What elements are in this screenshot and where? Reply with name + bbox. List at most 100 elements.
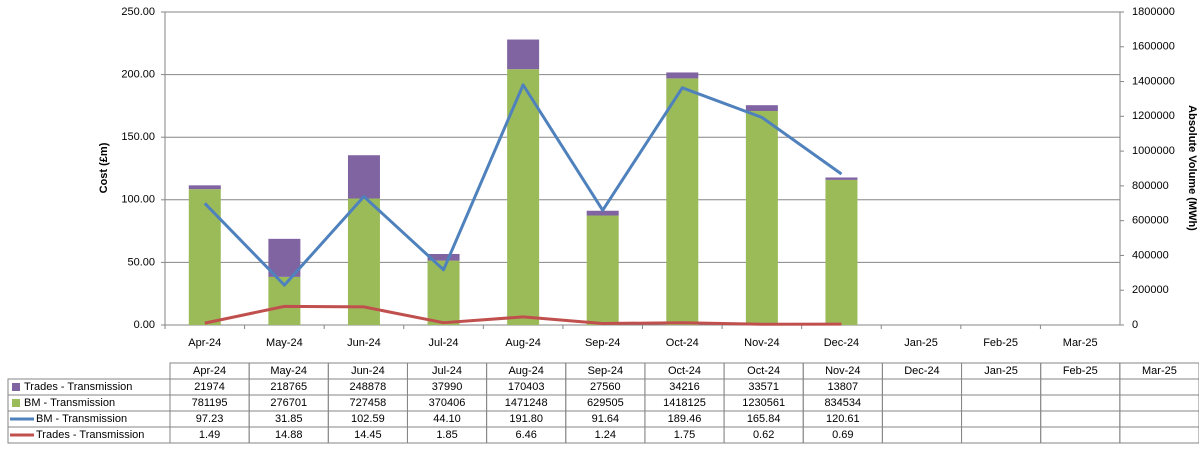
table-cell (1040, 378, 1121, 396)
table-cell (1040, 394, 1121, 412)
table-value: 218765 (270, 381, 307, 393)
table-cell (1119, 426, 1199, 444)
bar (825, 179, 858, 325)
bar (188, 189, 221, 325)
table-header: Nov-24 (825, 365, 860, 377)
y2-tick-label: 600000 (1132, 215, 1169, 227)
table-header: Feb-25 (1063, 365, 1098, 377)
table-value: 1.85 (436, 429, 457, 441)
table-cell (1119, 410, 1199, 428)
table-value: 1418125 (663, 397, 706, 409)
table-value: 834534 (824, 397, 861, 409)
y-tick-label: 0.00 (134, 319, 155, 331)
table-header: May-24 (270, 365, 307, 377)
table-cell (881, 410, 963, 428)
table-value: 170403 (508, 381, 545, 393)
x-tick-label: Apr-24 (188, 337, 221, 349)
legend-key (12, 399, 20, 407)
bar (745, 105, 778, 112)
bar (427, 253, 460, 261)
x-tick-label: Dec-24 (824, 337, 859, 349)
bar (188, 185, 221, 190)
table-cell (881, 394, 963, 412)
table-value: 1230561 (742, 397, 785, 409)
table-header: Mar-25 (1142, 365, 1177, 377)
table-value: 1471248 (505, 397, 548, 409)
x-tick-label: Feb-25 (983, 337, 1018, 349)
x-tick-label: Jun-24 (347, 337, 381, 349)
legend-label: Trades - Transmission (36, 429, 144, 441)
x-tick-label: Aug-24 (505, 337, 540, 349)
y-tick-label: 250.00 (121, 6, 155, 18)
table-cell (961, 410, 1042, 428)
table-value: 276701 (270, 397, 307, 409)
bar (666, 72, 699, 79)
table-header: Sep-24 (588, 365, 623, 377)
table-value: 165.84 (747, 413, 781, 425)
y-tick-label: 100.00 (121, 194, 155, 206)
table-value: 34216 (669, 381, 700, 393)
table-value: 189.46 (668, 413, 702, 425)
table-cell (1119, 378, 1199, 396)
table-header: Apr-24 (193, 365, 226, 377)
line (203, 83, 843, 287)
legend-label: BM - Transmission (24, 397, 115, 409)
x-tick-label: May-24 (266, 337, 303, 349)
y2-tick-label: 1000000 (1132, 145, 1175, 157)
table-value: 14.45 (354, 429, 382, 441)
table-cell (1040, 426, 1121, 444)
y2-tick-label: 0 (1132, 319, 1138, 331)
y2-tick-label: 800000 (1132, 180, 1169, 192)
table-value: 97.23 (196, 413, 224, 425)
x-tick-label: Mar-25 (1063, 337, 1098, 349)
table-header: Jan-25 (984, 365, 1018, 377)
table-value: 102.59 (351, 413, 385, 425)
bar (268, 238, 301, 277)
y-tick-label: 200.00 (121, 69, 155, 81)
table-header: Oct-24 (747, 365, 780, 377)
y2-tick-label: 1800000 (1132, 6, 1175, 18)
table-value: 120.61 (826, 413, 860, 425)
bar (825, 177, 858, 180)
table-header: Jul-24 (432, 365, 462, 377)
table-value: 781195 (192, 397, 228, 409)
table-cell (1119, 394, 1199, 412)
table-cell (961, 378, 1042, 396)
table-header: Jun-24 (351, 365, 385, 377)
table-cell (881, 378, 963, 396)
x-tick-label: Jan-25 (904, 337, 938, 349)
table-value: 248878 (350, 381, 387, 393)
bar (507, 39, 540, 70)
table-value: 44.10 (433, 413, 461, 425)
legend-label: Trades - Transmission (24, 381, 132, 393)
table-cell (881, 426, 963, 444)
x-tick-label: Nov-24 (744, 337, 779, 349)
y2-tick-label: 1600000 (1132, 41, 1175, 53)
table-value: 1.75 (674, 429, 695, 441)
table-value: 37990 (432, 381, 463, 393)
table-value: 6.46 (515, 429, 536, 441)
bar (586, 215, 619, 325)
table-header: Dec-24 (904, 365, 939, 377)
table-header: Aug-24 (508, 365, 543, 377)
legend-label: BM - Transmission (36, 413, 127, 425)
table-value: 21974 (194, 381, 225, 393)
bar (347, 198, 380, 325)
x-tick-label: Oct-24 (666, 337, 699, 349)
table-value: 370406 (429, 397, 466, 409)
table-value: 1.24 (595, 429, 616, 441)
table-value: 191.80 (509, 413, 543, 425)
table-value: 31.85 (275, 413, 303, 425)
bar (347, 155, 380, 199)
y2-axis-label: Absolute Volume (MWh) (1186, 105, 1198, 231)
bar (666, 78, 699, 326)
table-value: 727458 (350, 397, 387, 409)
table-cell (1040, 410, 1121, 428)
table-cell (961, 426, 1042, 444)
bar (745, 111, 778, 326)
legend-key (12, 383, 20, 391)
table-value: 1.49 (199, 429, 220, 441)
y-axis-label: Cost (£m) (98, 142, 110, 193)
y-tick-label: 150.00 (121, 131, 155, 143)
